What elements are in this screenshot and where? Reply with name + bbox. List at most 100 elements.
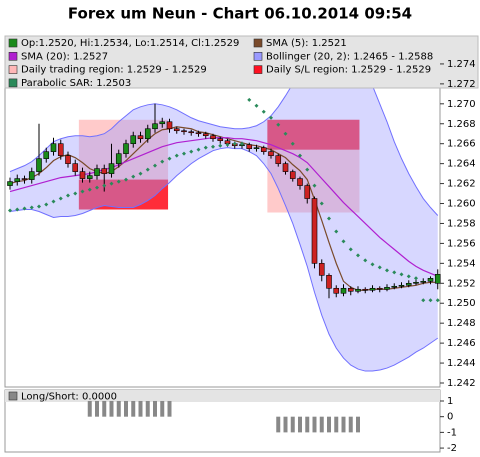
bar bbox=[334, 416, 339, 433]
bar bbox=[131, 400, 136, 417]
bar bbox=[160, 400, 165, 417]
bar bbox=[348, 416, 353, 433]
sar-dot bbox=[8, 208, 12, 213]
sar-dot bbox=[102, 183, 107, 188]
legend-swatch bbox=[253, 51, 263, 61]
legend-label: Daily S/L region: 1.2529 - 1.2529 bbox=[266, 65, 431, 76]
sar-dot bbox=[153, 163, 157, 168]
candle-body bbox=[369, 287, 376, 291]
candle-body bbox=[137, 135, 144, 140]
legend-swatch bbox=[8, 51, 18, 61]
candle-body bbox=[391, 285, 398, 288]
candle-body bbox=[434, 274, 441, 284]
sar-dot bbox=[276, 122, 281, 127]
sar-dot bbox=[283, 131, 288, 136]
y-tick-label: 1.250 bbox=[447, 298, 476, 309]
sar-dot bbox=[196, 147, 201, 152]
legend-swatch bbox=[253, 38, 263, 48]
sar-dot bbox=[385, 268, 389, 273]
sar-dot bbox=[305, 167, 310, 172]
panel-legend-box bbox=[5, 390, 440, 402]
sar-dot bbox=[406, 274, 411, 279]
bar bbox=[102, 400, 107, 417]
y-tick-label: 1.262 bbox=[447, 179, 476, 190]
plot-area bbox=[4, 35, 441, 388]
candle-body bbox=[246, 144, 253, 149]
y-tick-label: 1.252 bbox=[447, 278, 476, 289]
sar-dot bbox=[428, 298, 433, 303]
y-tick-label: 1.246 bbox=[447, 338, 476, 349]
candle-body bbox=[166, 121, 173, 130]
candle-body bbox=[94, 168, 100, 176]
candle-body bbox=[159, 121, 166, 125]
sar-dot bbox=[370, 262, 375, 267]
candle-body bbox=[260, 147, 267, 152]
bar bbox=[298, 416, 302, 433]
legend-label: Bollinger (20, 2): 1.2465 - 1.2588 bbox=[266, 51, 433, 62]
sar-dot bbox=[319, 201, 324, 206]
sar-dot bbox=[298, 153, 302, 158]
candle-body bbox=[362, 288, 369, 291]
candle-body bbox=[427, 278, 434, 282]
region bbox=[267, 119, 360, 150]
y-tick-label: 1.244 bbox=[447, 358, 476, 369]
sar-dot bbox=[167, 156, 172, 161]
candle-body bbox=[173, 128, 180, 132]
sar-dot bbox=[341, 239, 346, 244]
legend-label: SMA (5): 1.2521 bbox=[266, 38, 347, 49]
sar-dot bbox=[421, 298, 426, 303]
sar-dot bbox=[174, 153, 179, 158]
bar bbox=[327, 416, 331, 433]
bar bbox=[305, 416, 310, 433]
sar-dot bbox=[211, 144, 215, 149]
legend-swatch bbox=[8, 65, 18, 74]
bar bbox=[312, 416, 317, 433]
candle-body bbox=[420, 281, 427, 283]
y-tick-label: 1.254 bbox=[447, 258, 476, 269]
sar-dot bbox=[232, 141, 237, 146]
sar-dot bbox=[95, 185, 99, 190]
candle-body bbox=[384, 286, 390, 290]
legend-box bbox=[4, 35, 479, 89]
bar bbox=[283, 416, 288, 433]
sar-dot bbox=[73, 191, 78, 196]
legend-label: Op:1.2520, Hi:1.2534, Lo:1.2514, Cl:1.25… bbox=[21, 38, 239, 49]
bar bbox=[109, 400, 114, 417]
sar-dot bbox=[377, 265, 382, 270]
legend-swatch bbox=[253, 65, 263, 74]
y-tick-label: 1.258 bbox=[447, 218, 476, 229]
sar-dot bbox=[160, 159, 165, 164]
sar-dot bbox=[37, 204, 41, 209]
sar-dot bbox=[399, 272, 404, 277]
sar-dot bbox=[356, 253, 360, 258]
candle-body bbox=[405, 282, 412, 286]
sar-dot bbox=[414, 276, 418, 281]
y-tick-label: 1.256 bbox=[447, 238, 476, 249]
sar-dot bbox=[203, 145, 208, 150]
sar-dot bbox=[348, 247, 353, 252]
candle-body bbox=[86, 175, 93, 179]
legend-label: Parabolic SAR: 1.2503 bbox=[21, 78, 131, 89]
sar-dot bbox=[109, 181, 114, 186]
y-tick-label: 1.242 bbox=[447, 378, 476, 389]
candle-body bbox=[28, 171, 35, 180]
candle-body bbox=[268, 151, 274, 156]
sar-dot bbox=[312, 183, 317, 188]
sar-dot bbox=[334, 229, 339, 234]
bar bbox=[319, 416, 324, 433]
candle-body bbox=[57, 143, 64, 156]
bar bbox=[116, 400, 121, 417]
y-tick-label: 1.266 bbox=[447, 139, 476, 150]
sar-dot bbox=[435, 298, 440, 303]
candle-body bbox=[50, 143, 57, 152]
sar-dot bbox=[240, 141, 244, 146]
bar bbox=[145, 400, 150, 417]
sar-dot bbox=[269, 115, 273, 120]
candle-body bbox=[210, 135, 216, 140]
candle-body bbox=[115, 153, 122, 164]
candle-body bbox=[144, 128, 151, 140]
candle-body bbox=[297, 178, 303, 186]
sar-dot bbox=[218, 143, 223, 148]
sar-dot bbox=[392, 270, 397, 275]
